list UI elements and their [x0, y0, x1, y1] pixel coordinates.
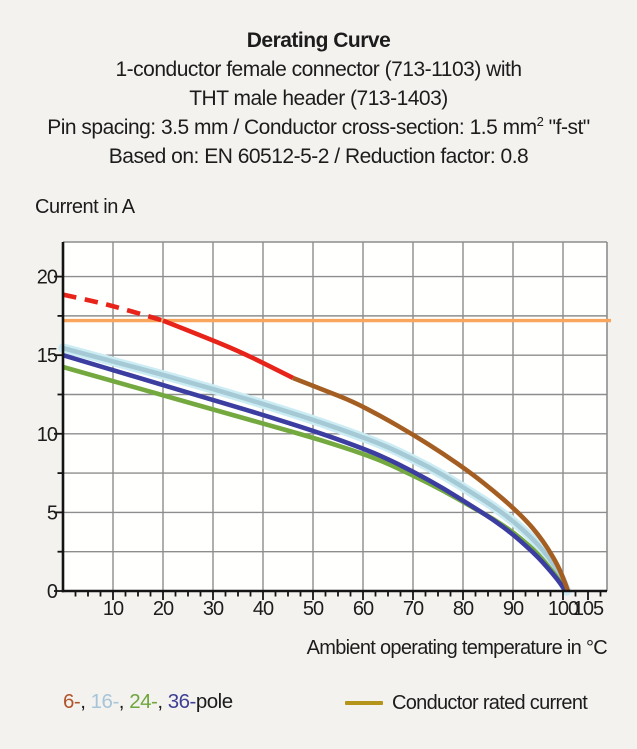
series-6-pole-above-rated-dashed: [62, 292, 164, 323]
x-tick-label-30: 30: [203, 598, 224, 620]
x-tick-label-90: 90: [503, 598, 524, 620]
x-tick-label-50: 50: [303, 598, 324, 620]
chart-title: Derating Curve: [246, 29, 391, 52]
x-tick-label-10: 10: [103, 598, 124, 620]
series-6-pole-red-solid: [162, 318, 295, 381]
subtitle-connector: 1-conductor female connector (713-1103) …: [115, 58, 522, 81]
legend-pole-16: 16-: [90, 690, 120, 713]
legend-pole-36: 36-: [167, 690, 197, 713]
x-tick-label-20: 20: [153, 598, 174, 620]
squared-superscript: 2: [536, 114, 544, 129]
y-tick-labels: 0 5 10 15 20: [37, 267, 59, 603]
conductor-type-text: "f-st": [543, 116, 591, 139]
x-tick-label-60: 60: [353, 598, 374, 620]
x-tick-label-100: 100: [548, 598, 579, 620]
series-36-pole: [62, 352, 568, 593]
legend-separator: ,: [118, 690, 130, 713]
subtitle-header: THT male header (713-1403): [189, 87, 448, 110]
legend-pole-6: 6-: [63, 690, 81, 713]
y-tick-label-15: 15: [37, 345, 58, 367]
series-6-pole: [292, 375, 571, 592]
subtitle-standard: Based on: EN 60512-5-2 / Reduction facto…: [108, 145, 529, 168]
series-16-pole: [62, 345, 569, 592]
y-tick-label-5: 5: [47, 502, 58, 524]
legend-separator: ,: [157, 690, 168, 713]
x-axis-label: Ambient operating temperature in °C: [306, 637, 608, 659]
y-axis-title: Current in A: [35, 196, 135, 218]
y-tick-label-0: 0: [47, 581, 58, 603]
y-tick-label-10: 10: [37, 424, 58, 446]
x-tick-label-105: 105: [573, 598, 604, 620]
legend-pole-24: 24-: [129, 690, 158, 713]
legend-rated-current: Conductor rated current: [345, 690, 588, 716]
legend-separator: ,: [80, 690, 91, 713]
subtitle-pin-spacing: Pin spacing: 3.5 mm / Conductor cross-se…: [0, 113, 637, 142]
x-tick-label-40: 40: [253, 598, 274, 620]
rated-current-swatch: [345, 700, 383, 706]
axes: [61, 242, 607, 593]
gridlines: [63, 242, 607, 591]
y-tick-label-20: 20: [37, 267, 58, 289]
title-block: Derating Curve 1-conductor female connec…: [0, 26, 637, 171]
rated-current-label: Conductor rated current: [392, 691, 588, 714]
x-tick-label-70: 70: [403, 598, 424, 620]
ticks: [54, 275, 602, 600]
pin-spacing-text: Pin spacing: 3.5 mm / Conductor cross-se…: [47, 116, 537, 139]
legend-poles: 6-, 16-, 24-, 36-pole: [63, 690, 233, 714]
x-tick-label-80: 80: [453, 598, 474, 620]
legend-pole-word: pole: [195, 690, 233, 713]
